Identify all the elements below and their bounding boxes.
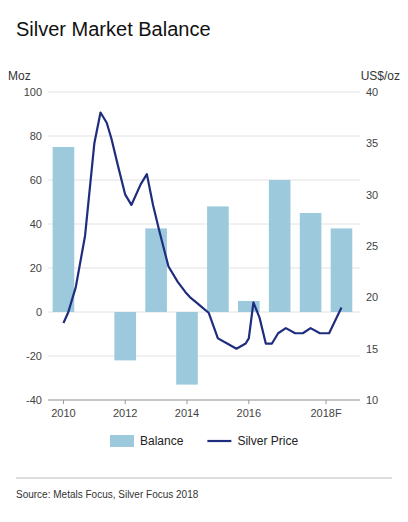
grid-line [48, 356, 360, 357]
legend-item: Silver Price [207, 434, 298, 448]
line [63, 113, 341, 349]
bar [114, 312, 136, 360]
y-axis-label: Moz [8, 69, 31, 83]
separator [16, 478, 392, 479]
x-tick-label: 2018F [310, 407, 341, 419]
y2-tick-label: 15 [366, 343, 378, 355]
legend-label: Silver Price [237, 434, 298, 448]
title: Silver Market Balance [16, 18, 211, 40]
legend-label: Balance [140, 434, 184, 448]
legend-item: Balance [110, 434, 184, 448]
x-tick-label: 2014 [175, 407, 199, 419]
y-tick-label: 0 [36, 306, 42, 318]
bar [207, 206, 229, 312]
y2-tick-label: 25 [366, 240, 378, 252]
y-tick-label: 80 [30, 130, 42, 142]
grid [48, 92, 360, 400]
source-note: Source: Metals Focus, Silver Focus 2018 [16, 489, 199, 500]
x-tick [63, 400, 64, 404]
y-tick-label: 40 [30, 218, 42, 230]
x-axis-line [48, 400, 360, 401]
y2-axis-label: US$/oz [361, 69, 400, 83]
y-tick-label: -20 [26, 350, 42, 362]
bar [145, 228, 167, 312]
bar [53, 147, 75, 312]
legend: Balance Silver Price [110, 434, 298, 448]
x-tick-label: 2016 [237, 407, 261, 419]
bar [269, 180, 291, 312]
x-tick [187, 400, 188, 404]
y-tick-label: 20 [30, 262, 42, 274]
legend-swatch [207, 440, 231, 442]
bar [84, 312, 106, 313]
x-tick [248, 400, 249, 404]
y2-tick-label: 35 [366, 137, 378, 149]
y2-tick-label: 30 [366, 189, 378, 201]
x-tick [326, 400, 327, 404]
x-tick [125, 400, 126, 404]
y-tick-label: 100 [24, 86, 42, 98]
grid-line [48, 400, 360, 401]
chart: Silver Market Balance Moz US$/oz -40 -20 0 20 4… [0, 0, 408, 522]
plot-area [53, 113, 353, 385]
bar [300, 213, 322, 312]
bar [176, 312, 198, 385]
y-tick-label: 60 [30, 174, 42, 186]
x-tick-label: 2010 [51, 407, 75, 419]
y-tick-label: -40 [26, 394, 42, 406]
y2-tick-label: 10 [366, 394, 378, 406]
x-tick-label: 2012 [113, 407, 137, 419]
y2-tick-label: 20 [366, 291, 378, 303]
legend-swatch [110, 435, 134, 447]
grid-line [48, 92, 360, 93]
bar [331, 228, 353, 312]
grid-line [48, 180, 360, 181]
y2-tick-label: 40 [366, 86, 378, 98]
